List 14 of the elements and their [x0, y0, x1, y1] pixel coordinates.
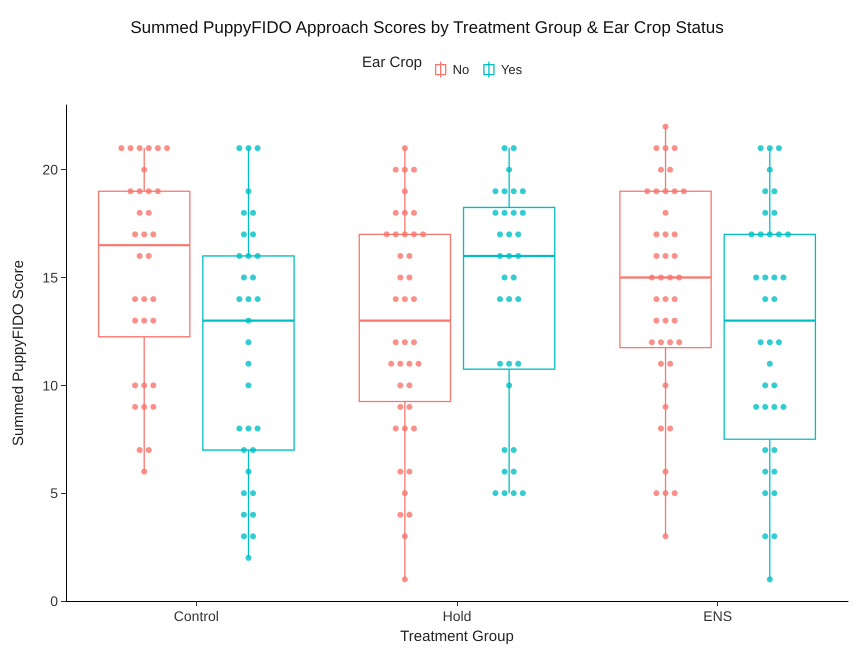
x-tick-label: Hold	[442, 608, 472, 624]
legend-label: Yes	[500, 62, 523, 78]
y-tick-label: 20	[42, 162, 58, 178]
y-tick-label: 10	[42, 377, 58, 394]
y-tick-label: 5	[50, 485, 58, 502]
legend-title: Ear Crop	[362, 54, 422, 71]
y-tick-label: 15	[42, 270, 58, 286]
x-axis-title: Treatment Group	[400, 628, 514, 645]
legend-label: No	[452, 62, 470, 78]
x-tick-label: ENS	[703, 608, 732, 624]
chart-title: Summed PuppyFIDO Approach Scores by Treatment Group & Ear Crop Status	[130, 18, 724, 37]
y-tick-label: 0	[50, 593, 58, 609]
y-axis-title: Summed PuppyFIDO Score	[10, 260, 27, 446]
x-tick-label: Control	[174, 608, 219, 624]
